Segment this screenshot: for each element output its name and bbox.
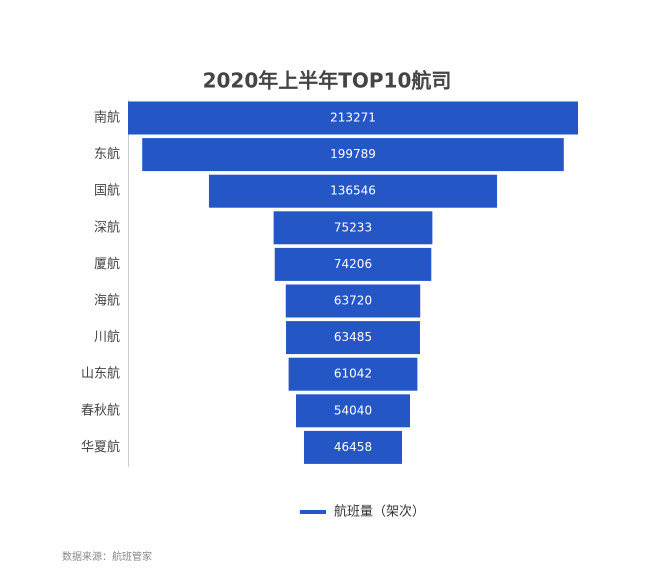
value-label: 75233 bbox=[334, 220, 372, 234]
bar bbox=[288, 357, 418, 391]
value-label: 199789 bbox=[330, 147, 376, 161]
category-label: 国航 bbox=[94, 183, 120, 199]
category-label: 春秋航 bbox=[81, 402, 120, 418]
category-label: 东航 bbox=[94, 146, 120, 162]
bar bbox=[285, 284, 421, 318]
chart-title: 2020年上半年TOP10航司 bbox=[203, 69, 452, 93]
value-label: 136546 bbox=[330, 184, 376, 198]
value-label: 61042 bbox=[334, 367, 372, 381]
bar bbox=[303, 430, 403, 464]
category-label: 深航 bbox=[94, 219, 120, 235]
bar bbox=[142, 138, 564, 172]
bar bbox=[295, 394, 411, 428]
value-label: 54040 bbox=[334, 403, 372, 417]
value-label: 46458 bbox=[334, 440, 372, 454]
category-label: 川航 bbox=[94, 329, 120, 345]
value-label: 63720 bbox=[334, 294, 372, 308]
value-label: 213271 bbox=[330, 111, 376, 125]
legend-label: 航班量（架次） bbox=[334, 504, 425, 520]
bar bbox=[273, 211, 433, 245]
category-label: 海航 bbox=[94, 293, 120, 309]
value-label: 74206 bbox=[334, 257, 372, 271]
category-label: 华夏航 bbox=[81, 439, 120, 455]
category-label: 厦航 bbox=[94, 256, 120, 272]
source-note: 数据来源：航班管家 bbox=[62, 550, 152, 563]
bar bbox=[286, 321, 420, 355]
bar bbox=[274, 247, 432, 281]
category-label: 山东航 bbox=[81, 366, 120, 382]
bar bbox=[208, 174, 498, 208]
category-label: 南航 bbox=[94, 110, 120, 126]
value-label: 63485 bbox=[334, 330, 372, 344]
bar bbox=[128, 101, 578, 135]
